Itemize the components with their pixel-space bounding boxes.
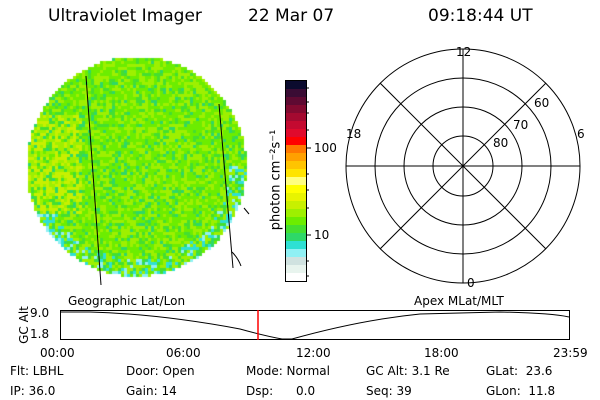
colorbar-ticks: [306, 80, 316, 282]
longitude-line: [219, 104, 233, 268]
colorbar-band: [286, 161, 306, 169]
colorbar-band: [286, 249, 306, 257]
colorbar-band: [286, 241, 306, 249]
colorbar-band: [286, 193, 306, 201]
mlt-18: 18: [346, 127, 361, 141]
dsp: Dsp: 0.0: [246, 384, 315, 398]
ip: IP: 36.0: [10, 384, 55, 398]
geo-grid: [0, 0, 260, 290]
colorbar-band: [286, 89, 306, 97]
filter: Flt: LBHL: [10, 364, 63, 378]
x-tick-2359: 23:59: [553, 346, 588, 360]
geo-label: Geographic Lat/Lon: [68, 294, 185, 308]
colorbar-band: [286, 153, 306, 161]
y-tick-1.8: 1.8: [30, 327, 49, 341]
date-label: 22 Mar 07: [248, 6, 334, 26]
gc-alt: GC Alt: 3.1 Re: [366, 364, 450, 378]
colorbar-tick-10: 10: [314, 228, 329, 242]
mode: Mode: Normal: [246, 364, 330, 378]
mlt-6: 6: [577, 127, 585, 141]
colorbar-band: [286, 169, 306, 177]
colorbar-band: [286, 217, 306, 225]
colorbar-band: [286, 121, 306, 129]
colorbar-band: [286, 201, 306, 209]
colorbar-band: [286, 265, 306, 273]
x-tick-18: 18:00: [424, 346, 459, 360]
colorbar-band: [286, 233, 306, 241]
colorbar-band: [286, 273, 306, 281]
x-tick-0: 00:00: [40, 346, 75, 360]
lat-70: 70: [513, 118, 528, 132]
colorbar-band: [286, 145, 306, 153]
polar-plot: [340, 40, 590, 290]
longitude-line: [86, 76, 101, 285]
colorbar-band: [286, 129, 306, 137]
seq: Seq: 39: [366, 384, 412, 398]
apex-label: Apex MLat/MLT: [414, 294, 504, 308]
gain: Gain: 14: [126, 384, 177, 398]
orbit-timeline[interactable]: [60, 310, 572, 342]
colorbar-band: [286, 97, 306, 105]
colorbar-band: [286, 113, 306, 121]
colorbar-band: [286, 177, 306, 185]
x-tick-6: 06:00: [166, 346, 201, 360]
time-label: 09:18:44 UT: [428, 6, 533, 26]
mlt-12: 12: [456, 45, 471, 59]
glon: GLon: 11.8: [486, 384, 555, 398]
gc-alt-label: GC Alt: [17, 305, 31, 345]
door: Door: Open: [126, 364, 195, 378]
glat: GLat: 23.6: [486, 364, 552, 378]
x-tick-12: 12:00: [296, 346, 331, 360]
colorbar-band: [286, 137, 306, 145]
colorbar-band: [286, 105, 306, 113]
colorbar-band: [286, 225, 306, 233]
y-tick-9: 9.0: [30, 306, 49, 320]
colorbar: [285, 80, 307, 282]
colorbar-band: [286, 185, 306, 193]
colorbar-band: [286, 209, 306, 217]
colorbar-band: [286, 81, 306, 89]
lat-60: 60: [534, 96, 549, 110]
colorbar-band: [286, 257, 306, 265]
lat-80: 80: [493, 136, 508, 150]
colorbar-tick-100: 100: [314, 141, 337, 155]
colorbar-label: photon cm⁻²s⁻¹: [269, 130, 284, 231]
mlt-0: 0: [467, 276, 475, 290]
